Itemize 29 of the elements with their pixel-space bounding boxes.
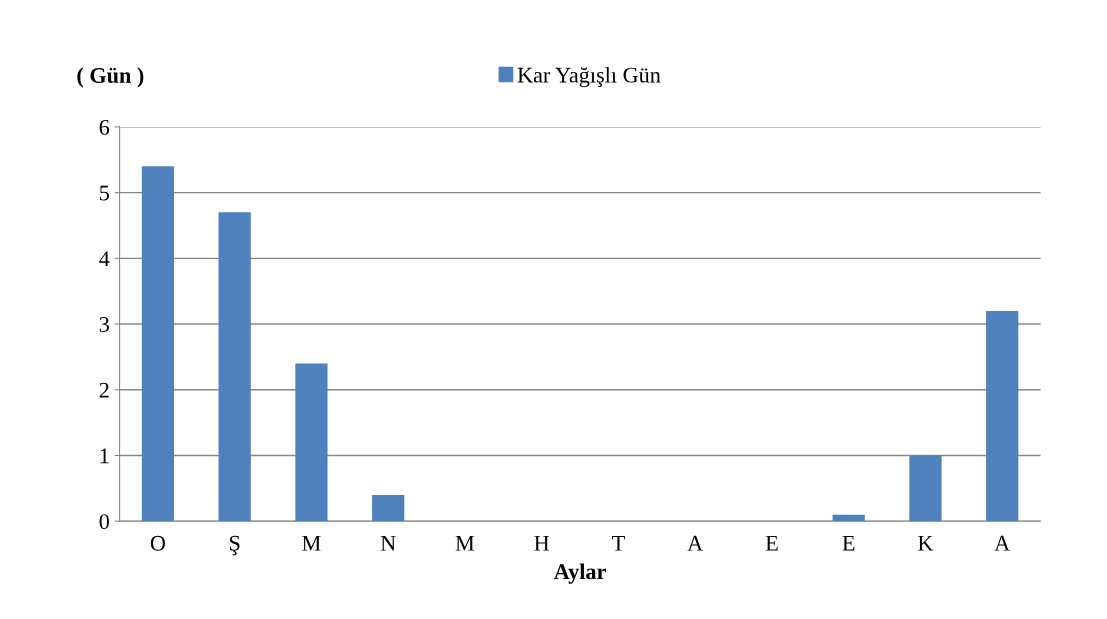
x-tick-label: K bbox=[918, 535, 934, 551]
y-tick-label: 2 bbox=[99, 382, 109, 398]
y-tick-label: 1 bbox=[100, 448, 109, 464]
bar bbox=[832, 514, 865, 522]
x-tick-label: H bbox=[534, 535, 550, 551]
bar bbox=[295, 363, 328, 522]
bar bbox=[218, 212, 251, 522]
y-tick-label: 0 bbox=[99, 514, 109, 530]
x-axis-title: Aylar bbox=[553, 563, 606, 584]
bar bbox=[141, 166, 175, 522]
y-tick-label: 6 bbox=[99, 119, 110, 135]
y-tick-label: 4 bbox=[99, 251, 110, 267]
bar bbox=[909, 455, 942, 522]
x-tick-label: E bbox=[842, 535, 855, 551]
bar bbox=[372, 494, 405, 522]
x-tick-label: O bbox=[150, 535, 166, 551]
bar bbox=[986, 310, 1019, 522]
y-tick-label: 3 bbox=[99, 317, 109, 332]
x-tick-label: E bbox=[765, 535, 778, 551]
x-tick-label: Ş bbox=[229, 535, 240, 556]
x-tick-label: N bbox=[380, 535, 396, 551]
x-tick-label: M bbox=[302, 535, 321, 551]
x-tick-label: A bbox=[687, 535, 704, 551]
legend-label: Kar Yağışlı Gün bbox=[517, 66, 661, 88]
y-tick-label: 5 bbox=[100, 185, 109, 201]
y-axis-title: ( Gün ) bbox=[77, 67, 144, 88]
x-tick-label: A bbox=[994, 535, 1011, 551]
x-tick-label: T bbox=[612, 535, 625, 551]
x-tick-label: M bbox=[455, 535, 475, 551]
